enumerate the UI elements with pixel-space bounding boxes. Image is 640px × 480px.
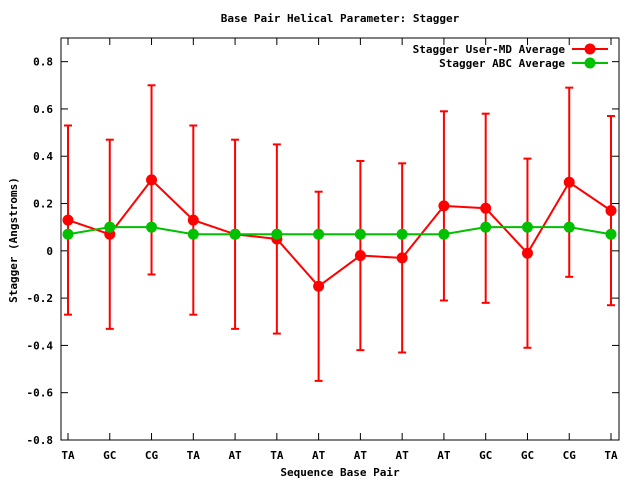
x-tick-label: CG [563,449,577,462]
data-point [62,214,74,226]
data-point [480,221,492,233]
data-point [271,228,283,240]
y-tick-label: 0 [46,245,53,258]
data-point [521,221,533,233]
x-axis-label: Sequence Base Pair [280,466,400,479]
data-point [563,176,575,188]
data-point [313,280,325,292]
x-tick-label: TA [270,449,284,462]
series-user-md [62,84,617,382]
x-tick-label: AT [312,449,326,462]
data-point [438,200,450,212]
y-tick-label: -0.8 [27,434,54,447]
data-point [146,174,158,186]
y-tick-label: 0.4 [33,150,53,163]
x-axis-ticks: TA GC CG TA AT TA AT AT AT AT GC GC CG TA [61,38,618,462]
x-tick-label: TA [61,449,75,462]
x-tick-label: GC [521,449,534,462]
data-point [104,221,116,233]
series-line [67,226,612,236]
data-point [62,228,74,240]
data-point [480,202,492,214]
y-tick-label: 0.2 [33,198,53,211]
y-axis-ticks: -0.8 -0.6 -0.4 -0.2 0 0.2 0.4 0.6 0.8 [27,56,619,447]
data-point [187,228,199,240]
data-point [354,228,366,240]
data-point [313,228,325,240]
y-tick-label: 0.8 [33,56,53,69]
data-point [396,252,408,264]
legend-label: Stagger ABC Average [439,57,565,70]
x-tick-label: CG [145,449,159,462]
data-point [438,228,450,240]
x-tick-label: GC [103,449,116,462]
series-abc [62,221,617,240]
x-tick-label: TA [604,449,618,462]
x-tick-label: TA [187,449,201,462]
legend-marker [584,57,596,69]
x-tick-label: GC [479,449,492,462]
legend-label: Stagger User-MD Average [413,43,566,56]
data-point [521,247,533,259]
data-point [187,214,199,226]
legend-marker [584,43,596,55]
series-layer [62,84,617,382]
data-point [563,221,575,233]
data-point [605,228,617,240]
x-tick-label: AT [228,449,242,462]
series-line [67,178,612,288]
chart-title: Base Pair Helical Parameter: Stagger [221,12,460,25]
y-axis-label: Stagger (Angstroms) [7,177,20,303]
data-point [146,221,158,233]
plot-frame [60,37,620,441]
x-tick-label: AT [354,449,368,462]
x-tick-label: AT [437,449,451,462]
y-tick-label: -0.4 [27,339,54,352]
y-tick-label: -0.6 [27,387,54,400]
data-point [354,250,366,262]
data-point [605,205,617,217]
data-point [229,228,241,240]
y-tick-label: 0.6 [33,103,53,116]
x-tick-label: AT [396,449,410,462]
data-point [396,228,408,240]
y-tick-label: -0.2 [27,292,54,305]
